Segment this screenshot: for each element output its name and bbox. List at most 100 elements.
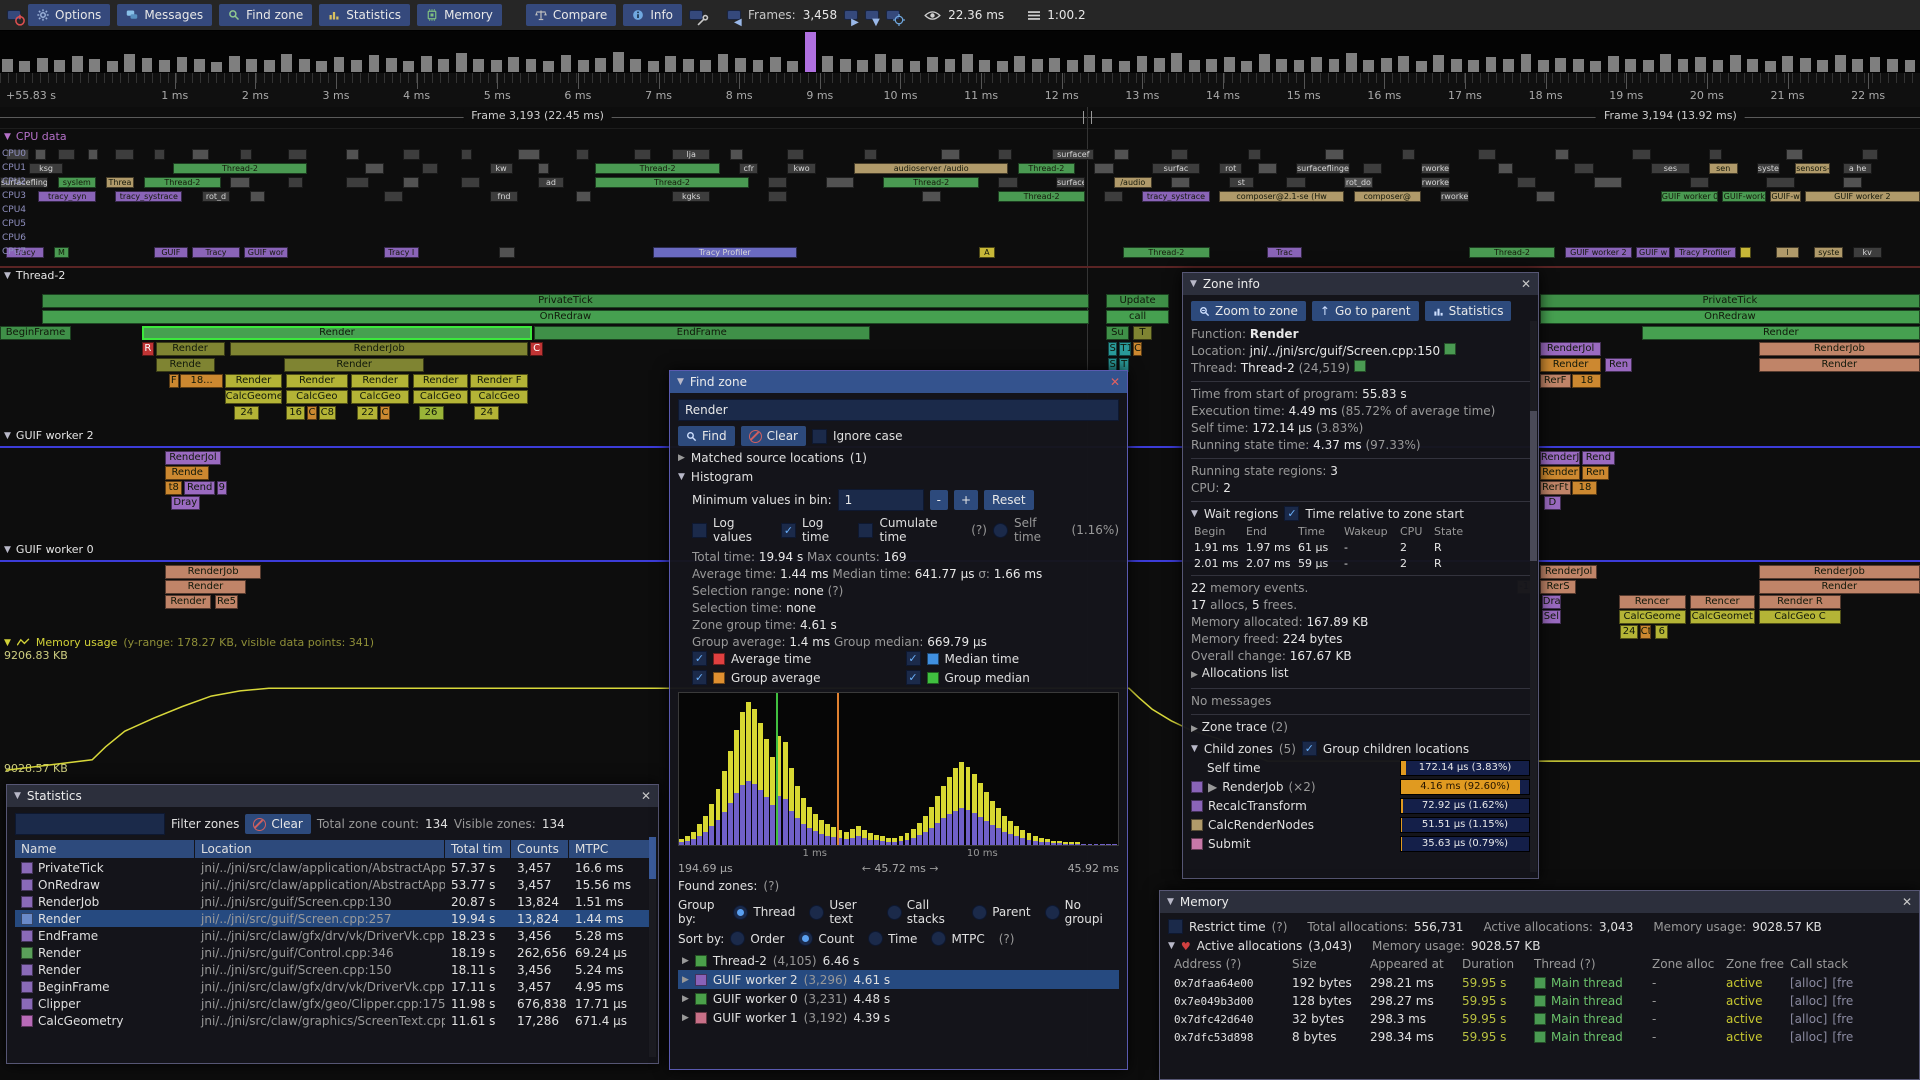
timeline-zone[interactable]: Update	[1105, 294, 1170, 308]
table-row[interactable]: EndFrame jni/../jni/src/claw/gfx/drv/vk/D…	[15, 927, 650, 944]
frame-bar[interactable]	[71, 56, 83, 72]
timeline-zone[interactable]: 18...	[180, 374, 223, 388]
cpu-zone[interactable]: GUIF-work	[1722, 191, 1767, 202]
goto-frame-button[interactable]	[886, 10, 906, 26]
timeline-zone[interactable]: Render	[165, 595, 212, 609]
frame-bar[interactable]	[1223, 56, 1235, 72]
next-frame-button[interactable]: ▶	[844, 10, 859, 28]
frame-bar[interactable]	[682, 58, 694, 72]
frame-bar[interactable]	[700, 60, 711, 72]
cpu-zone[interactable]	[460, 149, 473, 160]
zone-statistics-button[interactable]: Statistics	[1424, 301, 1512, 321]
cpu-zone[interactable]: st	[1228, 177, 1254, 188]
cpu-zone[interactable]	[1324, 149, 1344, 160]
cpu-zone[interactable]	[825, 177, 855, 188]
allocation-address[interactable]: 0x7dfaa64e00	[1174, 976, 1254, 990]
memory-button[interactable]: Memory	[417, 4, 502, 26]
frame-bar[interactable]	[1607, 55, 1619, 72]
timeline-zone[interactable]: PrivateTick	[42, 294, 1089, 308]
statistics-titlebar[interactable]: ▼ Statistics ✕	[7, 785, 658, 807]
timeline-zone[interactable]: 9	[216, 481, 227, 495]
frame-bar[interactable]	[1328, 58, 1340, 72]
expand-icon[interactable]: ▶	[678, 453, 685, 463]
timeline-zone[interactable]: RenderJol	[1539, 342, 1602, 356]
group-by-no-groupi[interactable]: No groupi	[1044, 898, 1111, 926]
timeline-zone[interactable]: C8	[318, 406, 336, 420]
table-row[interactable]: Render jni/../jni/src/guif/Screen.cpp:257…	[15, 910, 650, 927]
allocation-row[interactable]: 0x7dfaa64e00 192 bytes 298.21 ms 59.95 s Mai…	[1168, 974, 1911, 992]
timeline-zone[interactable]: C	[380, 406, 390, 420]
timeline-zone[interactable]: 24	[1620, 625, 1638, 639]
cpu-zone[interactable]: ad	[537, 177, 565, 188]
cpu-zone[interactable]	[1555, 149, 1569, 160]
legend-item-3[interactable]: Group median	[905, 670, 1120, 685]
checkbox-icon[interactable]	[692, 651, 707, 666]
cumulate-time-checkbox[interactable]	[858, 522, 874, 538]
cpu-zone[interactable]	[768, 177, 788, 188]
cpu-row[interactable]: CPU0 lja surfacef	[0, 148, 1920, 161]
timeline-zone[interactable]: 24	[474, 406, 500, 420]
cpu-zone[interactable]	[1257, 163, 1277, 174]
timeline-zone[interactable]: BeginFrame	[0, 326, 72, 340]
log-values-checkbox[interactable]	[692, 522, 707, 538]
timeline-zone[interactable]: PrivateTick	[1539, 294, 1920, 308]
thread-zone-row[interactable]: CalcGeome CalcGeo CalcGeo CalcGeo CalcGeo	[0, 390, 1920, 405]
cpu-zone[interactable]	[364, 163, 384, 174]
timeline-zone[interactable]: CalcGeo	[351, 390, 409, 404]
table-row[interactable]: Render jni/../jni/src/guif/Screen.cpp:150…	[15, 961, 650, 978]
frame-bar[interactable]	[403, 61, 415, 72]
table-row[interactable]: PrivateTick jni/../jni/src/claw/applicati…	[15, 859, 650, 876]
thread-header[interactable]: ▼ Thread-2	[4, 269, 65, 282]
frame-bar[interactable]	[420, 56, 432, 72]
frame-bar[interactable]	[1869, 56, 1881, 72]
collapse-icon[interactable]: ▼	[4, 544, 11, 555]
cpu-zone[interactable]: fnd	[489, 191, 519, 202]
timeline-zone[interactable]: RerF	[1539, 374, 1571, 388]
cpu-zone[interactable]	[1401, 149, 1416, 160]
child-zone-row[interactable]: RecalcTransform 72.92 μs (1.62%)	[1191, 796, 1530, 815]
frame-bar[interactable]	[874, 54, 886, 72]
expand-icon[interactable]: ▶	[1191, 724, 1198, 734]
expand-icon[interactable]: ▶	[682, 993, 689, 1004]
timeline-zone[interactable]: Render	[155, 342, 225, 356]
frame-bar[interactable]	[1154, 58, 1165, 72]
column-header-size[interactable]: Size	[1292, 957, 1317, 971]
cpu-zone[interactable]	[384, 191, 404, 202]
timeline-zone[interactable]: 22	[357, 406, 379, 420]
frame-bar[interactable]	[106, 60, 118, 72]
frame-bar[interactable]	[281, 53, 293, 72]
allocation-row[interactable]: 0x7dfc53d898 8 bytes 298.34 ms 59.95 s Main …	[1168, 1028, 1911, 1046]
frame-bar[interactable]	[787, 60, 799, 72]
found-zone-group[interactable]: ▶ Thread-2 (4,105) 6.46 s	[678, 951, 1119, 970]
allocation-address[interactable]: 0x7e049b3d00	[1174, 994, 1254, 1008]
timeline-zone[interactable]: Su	[1105, 326, 1129, 340]
cpu-zone[interactable]	[518, 149, 540, 160]
cpu-zone[interactable]: GUIF	[153, 247, 189, 258]
cpu-zone[interactable]	[460, 177, 480, 188]
thread-zone-row[interactable]: RRenderRenderJobCST1CRenderJolRenderJob	[0, 342, 1920, 357]
cpu-zone[interactable]	[1766, 177, 1796, 188]
timeline-zone[interactable]: CalcGeo C	[1758, 610, 1842, 624]
thread-zone-row[interactable]: t8 Rend 9 RerFt 18	[0, 481, 1920, 496]
cpu-zone[interactable]	[1286, 177, 1306, 188]
cpu-zone[interactable]	[5, 149, 29, 160]
cpu-zone[interactable]: kw	[489, 163, 513, 174]
cpu-zone[interactable]	[249, 191, 265, 202]
cpu-zone[interactable]	[57, 149, 75, 160]
call-stack-link[interactable]: [fre	[1832, 1012, 1854, 1026]
timeline-zone[interactable]: Rend	[184, 481, 216, 495]
frame-bar[interactable]	[595, 57, 607, 72]
cpu-zone[interactable]: M	[53, 247, 70, 258]
frame-bar[interactable]	[1049, 57, 1061, 72]
frame-bar[interactable]	[839, 58, 851, 72]
cpu-zone[interactable]: Tracy	[5, 247, 45, 258]
cpu-zone[interactable]: GUIF worker 2	[1804, 191, 1920, 202]
timeline-zone[interactable]: Render	[1539, 358, 1602, 372]
frame-bar[interactable]	[1817, 60, 1829, 72]
thread-zone-row[interactable]: RenderJob RenderJol RenderJob	[0, 565, 1920, 580]
cpu-zone[interactable]: /audio	[1113, 177, 1152, 188]
cpu-row[interactable]: CPU3 tracy_syn tracy_systrace rot_d fnd kgks T…	[0, 190, 1920, 203]
expand-icon[interactable]: ▶	[1208, 779, 1218, 794]
cpu-zone[interactable]	[1171, 149, 1189, 160]
